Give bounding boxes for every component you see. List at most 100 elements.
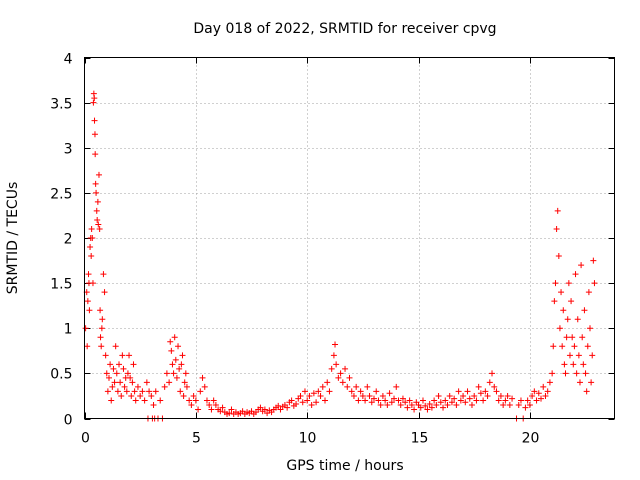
data-point [128, 392, 135, 399]
data-point [468, 401, 475, 408]
data-point [495, 397, 502, 404]
data-point [120, 365, 127, 372]
data-point [382, 397, 389, 404]
data-point [589, 352, 596, 359]
data-point [497, 392, 504, 399]
data-point [219, 404, 226, 411]
data-point [94, 198, 101, 205]
data-point [89, 280, 96, 287]
data-point [313, 399, 320, 406]
data-point [549, 370, 556, 377]
data-point [322, 397, 329, 404]
data-point [114, 388, 121, 395]
data-point [455, 388, 462, 395]
y-tick-label: 2.5 [50, 187, 72, 203]
data-point [579, 334, 586, 341]
data-point [105, 374, 112, 381]
data-point [152, 388, 159, 395]
data-point [99, 316, 106, 323]
data-point [569, 334, 576, 341]
data-point [161, 383, 168, 390]
data-point [502, 397, 509, 404]
data-point [571, 343, 578, 350]
data-point [544, 388, 551, 395]
data-point [170, 370, 177, 377]
data-point [315, 388, 322, 395]
data-point [560, 307, 567, 314]
data-point [107, 361, 114, 368]
data-point [182, 370, 189, 377]
data-point [580, 361, 587, 368]
data-point [448, 399, 455, 406]
data-point [493, 388, 500, 395]
data-point [118, 392, 125, 399]
data-point [212, 401, 219, 408]
data-point [92, 151, 99, 158]
data-point [97, 307, 104, 314]
data-point [350, 392, 357, 399]
data-point [126, 352, 133, 359]
data-point [486, 379, 493, 386]
data-point [119, 352, 126, 359]
data-point [328, 365, 335, 372]
data-point [462, 399, 469, 406]
data-point [386, 390, 393, 397]
x-tick-label: 0 [81, 431, 90, 447]
data-point [366, 392, 373, 399]
data-point [163, 370, 170, 377]
data-point [568, 298, 575, 305]
data-point [310, 390, 317, 397]
data-point [442, 397, 449, 404]
data-point [342, 365, 349, 372]
data-point [424, 406, 431, 413]
data-point [370, 395, 377, 402]
data-point [406, 397, 413, 404]
data-point [102, 352, 109, 359]
data-point [201, 383, 208, 390]
data-point [192, 397, 199, 404]
data-point [433, 401, 440, 408]
data-point [293, 401, 300, 408]
data-point [575, 352, 582, 359]
data-point [284, 404, 291, 411]
data-point [359, 392, 366, 399]
data-point [565, 280, 572, 287]
data-point [146, 388, 153, 395]
data-point [333, 361, 340, 368]
data-point [555, 253, 562, 260]
data-point [175, 343, 182, 350]
data-point [324, 379, 331, 386]
data-point [95, 221, 102, 228]
data-point [581, 307, 588, 314]
data-point [475, 383, 482, 390]
tick-labels: 0 0.5 1 1.5 2 2.5 3 3.5 4 0 5 10 15 20 [50, 52, 539, 447]
data-point [108, 397, 115, 404]
data-point [190, 392, 197, 399]
data-point [353, 383, 360, 390]
data-point [130, 361, 137, 368]
plot-frame [84, 57, 615, 419]
data-point [377, 401, 384, 408]
data-point [500, 401, 507, 408]
grid [84, 57, 615, 419]
data-point [319, 383, 326, 390]
data-point [542, 392, 549, 399]
data-point [588, 379, 595, 386]
data-point [522, 404, 529, 411]
data-point [373, 388, 380, 395]
data-point [431, 397, 438, 404]
data-point [399, 395, 406, 402]
data-point [143, 379, 150, 386]
data-point [464, 388, 471, 395]
data-point [419, 397, 426, 404]
data-point [93, 207, 100, 214]
data-point [570, 361, 577, 368]
data-point [533, 397, 540, 404]
data-point [124, 370, 131, 377]
data-point [428, 404, 435, 411]
data-point [395, 397, 402, 404]
data-point [299, 399, 306, 406]
data-points [82, 90, 598, 422]
data-point [397, 401, 404, 408]
